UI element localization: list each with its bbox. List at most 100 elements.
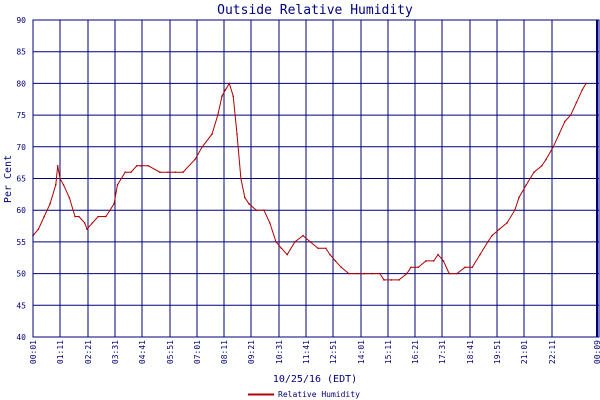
data-point: [329, 253, 331, 256]
data-point: [585, 82, 587, 85]
x-tick-label: 04:41: [138, 340, 147, 364]
data-point: [340, 266, 342, 269]
data-point: [236, 133, 238, 135]
y-tick-label: 85: [16, 48, 26, 57]
data-point: [442, 260, 445, 262]
data-point: [498, 228, 501, 231]
x-tick-label: 02:21: [84, 340, 93, 364]
data-point: [248, 203, 250, 205]
x-tick-label: 10:31: [275, 340, 284, 364]
data-point: [97, 215, 99, 218]
data-point: [405, 272, 408, 275]
data-point: [263, 209, 265, 211]
data-point: [280, 247, 283, 250]
data-point: [540, 165, 543, 167]
x-tick-label: 03:31: [111, 340, 120, 364]
data-point: [54, 184, 57, 186]
x-tick-label: 21:01: [520, 340, 529, 364]
data-point: [275, 241, 277, 243]
data-point: [417, 266, 420, 269]
x-tick-label: 05:51: [166, 340, 175, 364]
data-point: [43, 215, 45, 218]
x-tick-label: 14:01: [357, 340, 366, 364]
data-point: [37, 228, 40, 231]
data-point: [59, 177, 61, 180]
x-tick-label: 09:21: [247, 340, 256, 364]
data-point: [243, 196, 246, 199]
data-point: [558, 133, 560, 135]
data-point: [437, 253, 439, 256]
chart-title: Outside Relative Humidity: [217, 3, 413, 18]
data-point: [56, 165, 59, 167]
data-point: [68, 196, 71, 199]
y-tick-label: 60: [16, 206, 26, 215]
data-point: [269, 222, 271, 224]
plot-frame: [32, 19, 600, 338]
x-axis-ticks: 00:01 01:11 02:21 03:31 04:41 05:51 07:01 08:11…: [29, 340, 600, 364]
x-tick-label: 01:11: [56, 340, 65, 364]
data-point: [479, 253, 481, 256]
data-point: [324, 247, 327, 250]
data-point: [130, 171, 132, 173]
data-point: [167, 171, 169, 173]
data-point: [221, 95, 223, 97]
data-point: [471, 266, 474, 269]
data-point: [464, 266, 466, 269]
data-point: [120, 177, 123, 180]
x-tick-label: 17:31: [438, 340, 447, 364]
x-tick-label: 11:41: [302, 340, 311, 364]
grid-lines: [32, 19, 599, 338]
data-point: [448, 272, 450, 275]
data-point: [506, 222, 508, 224]
x-tick-label: 15:11: [384, 340, 393, 364]
data-point: [383, 279, 385, 281]
data-point: [113, 203, 115, 205]
data-point: [525, 184, 528, 186]
data-point: [317, 247, 319, 250]
data-point: [211, 133, 213, 135]
data-point: [135, 165, 138, 167]
data-point: [255, 209, 258, 211]
y-axis-label: Per Cent: [3, 155, 14, 203]
data-point: [182, 171, 184, 173]
x-tick-label: 16:21: [411, 340, 420, 364]
x-tick-label: 07:01: [193, 340, 202, 364]
data-point: [74, 215, 76, 218]
x-tick-label: 00:09: [593, 340, 600, 364]
y-tick-label: 50: [16, 270, 26, 279]
data-point: [78, 215, 80, 218]
data-point: [174, 171, 177, 173]
y-tick-label: 55: [16, 238, 26, 247]
y-tick-label: 65: [16, 175, 26, 184]
x-tick-label: 08:11: [220, 340, 229, 364]
x-tick-label: 22:11: [548, 340, 557, 364]
data-point: [533, 171, 535, 173]
data-point: [140, 165, 142, 167]
data-point: [348, 272, 350, 275]
x-tick-label: 00:01: [29, 340, 38, 364]
data-point: [581, 88, 584, 91]
data-point: [552, 146, 555, 148]
data-point: [286, 253, 288, 256]
data-point: [432, 260, 435, 262]
data-point: [232, 95, 234, 97]
data-point: [410, 266, 412, 269]
data-point: [371, 272, 373, 275]
x-tick-label: 19:51: [493, 340, 502, 364]
data-point: [124, 171, 126, 173]
data-point: [224, 88, 227, 91]
data-point: [569, 114, 572, 116]
data-point: [91, 222, 94, 224]
data-point: [425, 260, 427, 262]
data-point: [294, 241, 296, 243]
data-point: [545, 158, 547, 161]
data-point: [334, 260, 337, 262]
data-point: [486, 241, 489, 243]
series-line-relative-humidity: [32, 82, 587, 281]
series-group: [32, 82, 587, 281]
data-point: [201, 146, 204, 148]
y-tick-label: 45: [16, 301, 26, 310]
data-point: [309, 241, 312, 243]
y-tick-label: 90: [16, 16, 26, 25]
